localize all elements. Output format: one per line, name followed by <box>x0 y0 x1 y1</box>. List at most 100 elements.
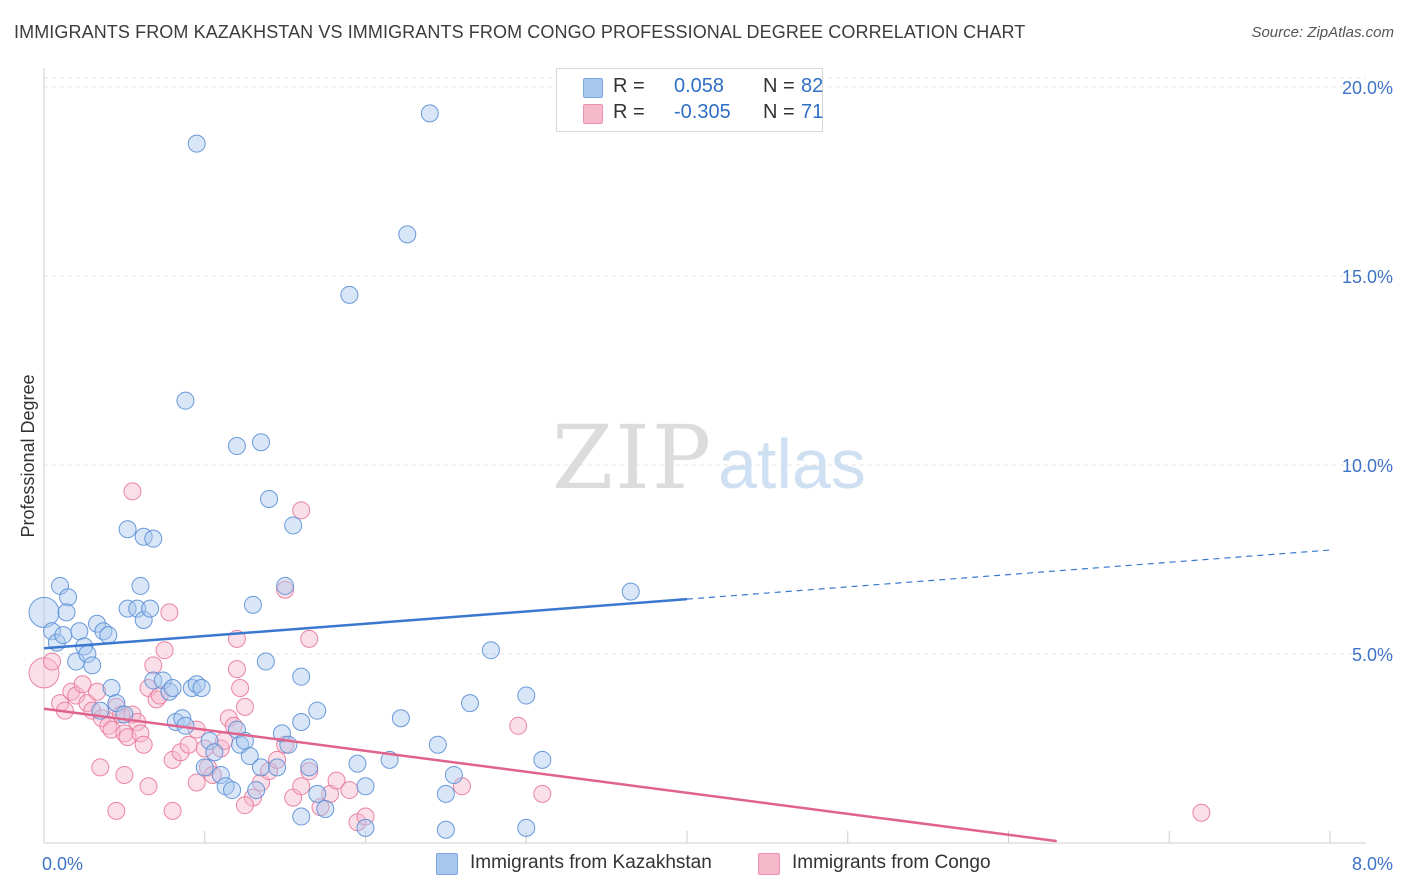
kazakhstan-point <box>131 576 150 595</box>
kazakhstan-point <box>118 599 137 618</box>
kazakhstan-point <box>256 652 275 671</box>
kazakhstan-point <box>276 576 295 595</box>
kazakhstan-point <box>141 599 160 618</box>
kazakhstan-point <box>70 622 89 641</box>
r-value: 0.058 <box>674 75 725 97</box>
n-value: 82 <box>801 75 824 97</box>
kazakhstan-point <box>517 686 536 705</box>
congo-point <box>115 765 134 784</box>
watermark-atlas: atlas <box>718 425 866 503</box>
y-tick-label: 5.0% <box>1352 645 1393 665</box>
watermark: ZIP atlas <box>552 406 866 509</box>
kazakhstan-point <box>436 784 455 803</box>
congo-point <box>91 758 110 777</box>
congo-point <box>533 784 552 803</box>
kazakhstan-point <box>308 701 327 720</box>
congo-point <box>107 801 126 820</box>
congo-point <box>235 697 254 716</box>
kazakhstan-point <box>621 582 640 601</box>
kazakhstan-point <box>59 588 78 607</box>
congo-point <box>134 735 153 754</box>
chart-title: IMMIGRANTS FROM KAZAKHSTAN VS IMMIGRANTS… <box>14 22 1026 42</box>
kazakhstan-point <box>144 671 163 690</box>
axes <box>43 68 1366 844</box>
kazakhstan-swatch <box>436 853 458 875</box>
congo-point <box>292 777 311 796</box>
congo-point <box>227 660 246 679</box>
congo-point <box>300 762 319 781</box>
kazakhstan-point <box>223 781 242 800</box>
congo-point <box>300 629 319 648</box>
kazakhstan-point <box>460 694 479 713</box>
kazakhstan-point <box>134 610 153 629</box>
kazakhstan-point <box>340 285 359 304</box>
kazakhstan-point <box>292 807 311 826</box>
congo-swatch <box>583 104 603 124</box>
y-axis-label: Professional Degree <box>18 374 38 537</box>
kazakhstan-point <box>260 489 279 508</box>
kazakhstan-point <box>57 603 76 622</box>
kazakhstan-point <box>533 750 552 769</box>
kazakhstan-point <box>308 784 327 803</box>
kazakhstan-point <box>348 754 367 773</box>
congo-point <box>327 771 346 790</box>
congo-point <box>340 781 359 800</box>
kazakhstan-point <box>292 667 311 686</box>
n-label: N = <box>763 75 795 97</box>
congo-point <box>139 777 158 796</box>
kazakhstan-point <box>252 433 271 452</box>
kazakhstan-point <box>444 765 463 784</box>
congo-point <box>1192 803 1211 822</box>
kazakhstan-point <box>83 656 102 675</box>
kazakhstan-point <box>176 391 195 410</box>
kazakhstan-point <box>88 614 107 633</box>
kazakhstan-trend-line <box>43 597 688 650</box>
congo-point <box>292 501 311 520</box>
kazakhstan-point <box>247 781 266 800</box>
kazakhstan-point <box>356 777 375 796</box>
kazakhstan-point <box>99 626 118 645</box>
kazakhstan-point <box>436 820 455 839</box>
congo-point <box>155 641 174 660</box>
kazakhstan-point <box>268 758 287 777</box>
congo-point <box>43 652 62 671</box>
kazakhstan-point <box>272 724 291 743</box>
congo-point <box>163 801 182 820</box>
congo-point <box>179 735 198 754</box>
kazakhstan-point <box>163 679 182 697</box>
congo-point <box>73 675 92 694</box>
kazakhstan-point <box>428 735 447 754</box>
y-tick-label: 20.0% <box>1342 78 1393 98</box>
congo-point <box>160 603 179 622</box>
kazakhstan-point <box>316 799 335 818</box>
kazakhstan-point <box>252 758 271 777</box>
y-tick-label: 10.0% <box>1342 456 1393 476</box>
grid-lines <box>44 77 1366 655</box>
kazakhstan-point <box>153 671 172 690</box>
congo-trend-line <box>43 707 1057 843</box>
r-label: R = <box>613 101 645 123</box>
kazakhstan-point <box>102 679 121 697</box>
y-tick-label: 15.0% <box>1342 267 1393 287</box>
trend-lines <box>43 549 1331 843</box>
kazakhstan-point <box>205 743 224 762</box>
kazakhstan-swatch <box>583 78 603 98</box>
kazakhstan-point <box>391 709 410 728</box>
kazakhstan-point <box>187 134 206 153</box>
kazakhstan-point <box>54 626 73 645</box>
congo-point <box>123 482 142 501</box>
legend-label: Immigrants from Kazakhstan <box>470 852 712 873</box>
legend-label: Immigrants from Congo <box>792 852 991 873</box>
kazakhstan-point <box>356 818 375 837</box>
kazakhstan-point <box>128 599 147 618</box>
kazakhstan-point <box>144 529 163 548</box>
congo-point <box>231 679 250 697</box>
source-label: Source: ZipAtlas.com <box>1251 24 1394 41</box>
watermark-zip: ZIP <box>552 406 713 509</box>
n-value: 71 <box>801 101 824 123</box>
congo-point <box>509 716 528 735</box>
kazakhstan-points <box>28 104 640 839</box>
congo-point <box>268 750 287 769</box>
n-label: N = <box>763 101 795 123</box>
